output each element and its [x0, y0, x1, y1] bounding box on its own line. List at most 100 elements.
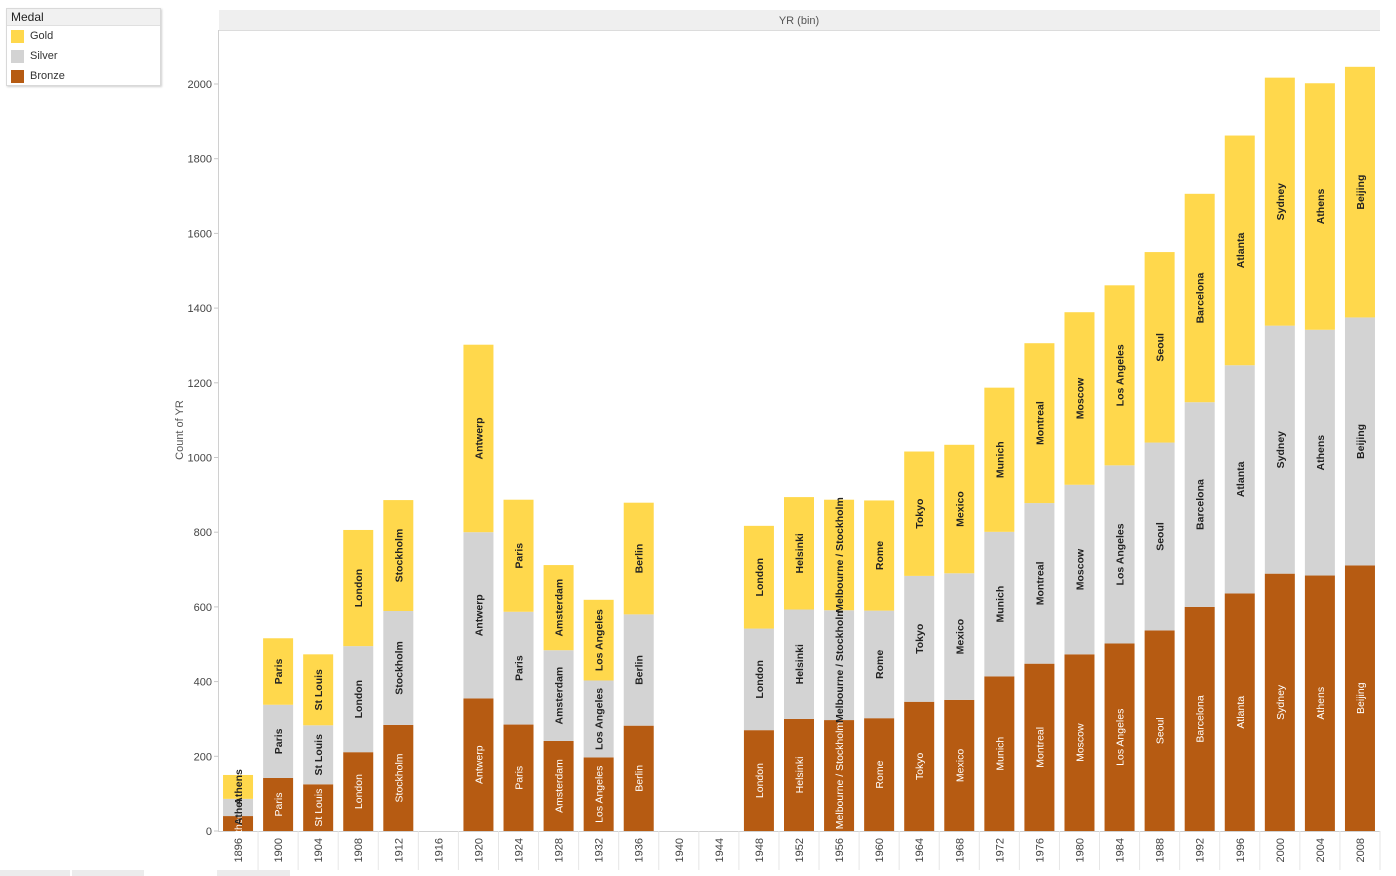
x-tick-label: 1988 [1155, 838, 1167, 862]
bar-gold-1996[interactable] [1224, 135, 1255, 366]
bar-bronze-1952[interactable] [784, 718, 814, 831]
bar-label-gold-1972: Munich [994, 441, 1006, 478]
x-tick-label: 1984 [1115, 838, 1127, 862]
bar-bronze-1904[interactable] [303, 784, 334, 831]
bar-bronze-1992[interactable] [1184, 606, 1215, 831]
bar-gold-1964[interactable] [904, 451, 935, 576]
bar-gold-1928[interactable] [543, 565, 574, 651]
bar-silver-1960[interactable] [864, 610, 895, 719]
bar-bronze-1948[interactable] [743, 730, 774, 831]
bar-bronze-1968[interactable] [944, 699, 975, 831]
x-axis-ticks: 1896 1900 1904 1908 1912 1916 1920 1924 1928 1932… [233, 831, 1381, 870]
bar-bronze-1924[interactable] [503, 724, 534, 831]
bar-bronze-1936[interactable] [623, 725, 654, 831]
bar-silver-1896[interactable] [223, 798, 254, 817]
bar-gold-1976[interactable] [1024, 343, 1055, 504]
bar-bronze-2004[interactable] [1304, 575, 1335, 831]
bar-silver-1936[interactable] [623, 614, 654, 726]
bar-gold-1972[interactable] [984, 387, 1015, 532]
bar-label-gold-1908: London [353, 569, 365, 607]
bar-gold-1932[interactable] [583, 599, 614, 681]
bar-gold-1980[interactable] [1064, 312, 1095, 485]
bar-bronze-1932[interactable] [583, 757, 614, 831]
bar-silver-1952[interactable] [784, 609, 814, 719]
bar-label-gold-1960: Rome [874, 541, 886, 570]
bar-silver-1956[interactable] [824, 610, 855, 721]
bar-silver-1920[interactable] [463, 532, 494, 699]
bar-label-bronze-1924: Paris [514, 766, 526, 790]
bar-gold-2004[interactable] [1304, 83, 1335, 330]
x-tick-label: 1944 [714, 838, 726, 862]
bar-bronze-1964[interactable] [904, 701, 935, 831]
bar-gold-1920[interactable] [463, 344, 494, 533]
bar-gold-1908[interactable] [343, 529, 374, 647]
bar-bronze-1900[interactable] [263, 777, 294, 831]
bar-bronze-2000[interactable] [1264, 573, 1295, 831]
bar-silver-1988[interactable] [1144, 442, 1175, 631]
bar-gold-1924[interactable] [503, 499, 534, 612]
bar-gold-1936[interactable] [623, 502, 654, 615]
legend-item-bronze[interactable]: Bronze [7, 66, 160, 86]
bar-gold-1956[interactable] [824, 499, 855, 611]
bar-gold-1948[interactable] [743, 525, 774, 629]
bar-bronze-2008[interactable] [1344, 565, 1375, 831]
bar-gold-1896[interactable] [223, 774, 254, 799]
bar-bronze-1972[interactable] [984, 676, 1015, 831]
bar-label-bronze-2008: Beijing [1355, 682, 1367, 714]
legend-label-gold: Gold [30, 30, 54, 42]
bar-gold-1968[interactable] [944, 444, 975, 574]
bar-silver-2008[interactable] [1344, 317, 1375, 566]
bar-bronze-1896[interactable] [223, 816, 254, 831]
bar-silver-1908[interactable] [343, 646, 374, 753]
bar-silver-1932[interactable] [583, 680, 614, 758]
bar-bronze-1960[interactable] [864, 718, 895, 831]
x-tick-label: 1924 [514, 838, 526, 862]
bar-label-bronze-1932: Los Angeles [594, 766, 606, 823]
bar-silver-1928[interactable] [543, 650, 574, 741]
bar-gold-1904[interactable] [303, 654, 334, 726]
bar-silver-1976[interactable] [1024, 503, 1055, 664]
bar-gold-1960[interactable] [864, 500, 895, 611]
bar-bronze-1908[interactable] [343, 752, 374, 831]
bar-silver-1904[interactable] [303, 725, 334, 785]
bar-bronze-1996[interactable] [1224, 593, 1255, 831]
bar-bronze-1984[interactable] [1104, 643, 1135, 831]
bar-silver-1980[interactable] [1064, 484, 1095, 655]
bar-gold-1984[interactable] [1104, 285, 1135, 466]
bar-bronze-1912[interactable] [383, 724, 414, 831]
bar-silver-2000[interactable] [1264, 325, 1295, 574]
bar-gold-1952[interactable] [784, 497, 814, 610]
bar-silver-1984[interactable] [1104, 465, 1135, 644]
bar-silver-1996[interactable] [1224, 365, 1255, 594]
bar-silver-1992[interactable] [1184, 402, 1215, 607]
legend-item-gold[interactable]: Gold [7, 26, 160, 46]
legend-item-silver[interactable]: Silver [7, 46, 160, 66]
bar-silver-1972[interactable] [984, 531, 1015, 677]
bar-bronze-1976[interactable] [1024, 663, 1055, 831]
bar-silver-1900[interactable] [263, 704, 294, 778]
bar-bronze-1920[interactable] [463, 698, 494, 831]
bar-silver-1924[interactable] [503, 611, 534, 725]
x-tick-label: 2008 [1355, 838, 1367, 862]
x-tick-label: 2000 [1275, 838, 1287, 862]
bar-gold-1988[interactable] [1144, 252, 1175, 443]
bar-bronze-1956[interactable] [824, 720, 855, 831]
bar-label-silver-2004: Athens [1315, 435, 1327, 471]
bar-bronze-1988[interactable] [1144, 630, 1175, 831]
bar-bronze-1980[interactable] [1064, 654, 1095, 831]
bar-gold-1992[interactable] [1184, 193, 1215, 403]
bar-silver-1948[interactable] [743, 628, 774, 731]
bar-silver-1968[interactable] [944, 573, 975, 700]
bar-silver-1912[interactable] [383, 611, 414, 725]
bar-label-silver-1920: Antwerp [473, 594, 485, 636]
bar-gold-1912[interactable] [383, 500, 414, 612]
bar-bronze-1928[interactable] [543, 740, 574, 831]
bar-gold-2008[interactable] [1344, 66, 1375, 318]
bar-gold-2000[interactable] [1264, 77, 1295, 326]
y-axis-label: Count of YR [174, 400, 186, 460]
bar-silver-2004[interactable] [1304, 329, 1335, 576]
bar-silver-1964[interactable] [904, 575, 935, 702]
x-tick-label: 1956 [834, 838, 846, 862]
bar-gold-1900[interactable] [263, 638, 294, 705]
bar-label-bronze-1956: Melbourne / Stockholm [834, 722, 846, 830]
